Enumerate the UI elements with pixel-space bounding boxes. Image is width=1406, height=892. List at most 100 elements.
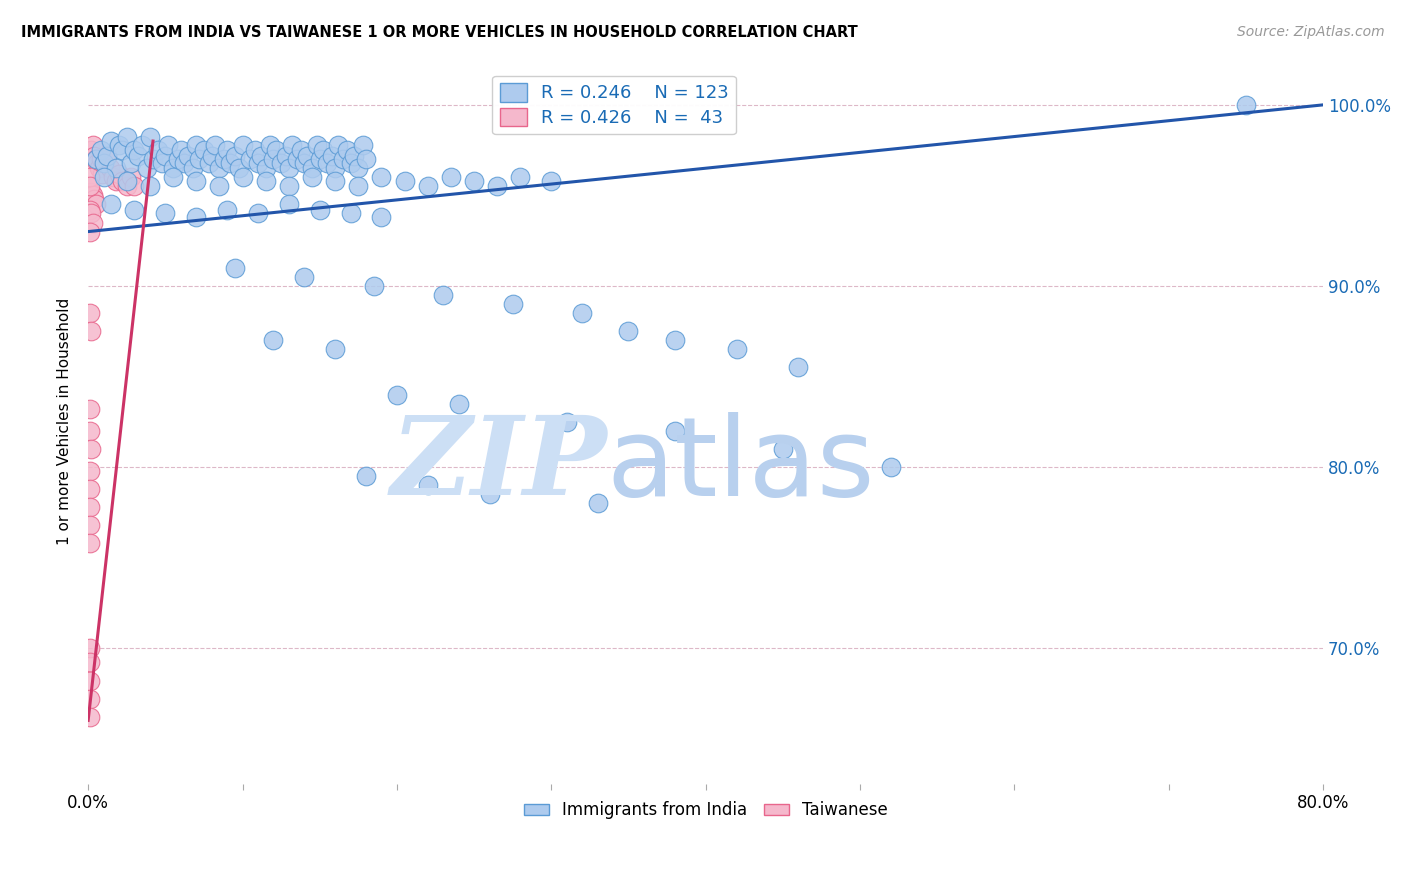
Point xyxy=(246,155,269,169)
Point xyxy=(664,424,686,438)
Point xyxy=(115,174,138,188)
Point xyxy=(120,155,142,169)
Point xyxy=(370,170,392,185)
Point xyxy=(82,137,104,152)
Point xyxy=(100,134,122,148)
Point xyxy=(486,179,509,194)
Point xyxy=(193,143,215,157)
Point xyxy=(84,152,107,166)
Point xyxy=(262,152,284,166)
Point xyxy=(224,148,246,162)
Point xyxy=(79,640,101,655)
Point xyxy=(186,137,208,152)
Point xyxy=(328,137,350,152)
Point xyxy=(79,464,101,478)
Point xyxy=(321,148,343,162)
Point xyxy=(87,161,110,176)
Point xyxy=(79,170,101,185)
Point xyxy=(86,155,108,169)
Point xyxy=(79,424,101,438)
Legend: Immigrants from India, Taiwanese: Immigrants from India, Taiwanese xyxy=(517,795,894,826)
Point xyxy=(139,130,162,145)
Point xyxy=(93,170,115,185)
Point xyxy=(277,179,299,194)
Point xyxy=(79,656,101,670)
Point xyxy=(177,148,200,162)
Point xyxy=(80,185,103,199)
Point xyxy=(772,442,794,456)
Point xyxy=(308,152,330,166)
Point xyxy=(239,152,262,166)
Point xyxy=(197,155,219,169)
Point xyxy=(217,143,239,157)
Point xyxy=(124,179,146,194)
Point xyxy=(79,225,101,239)
Point xyxy=(79,202,101,217)
Point xyxy=(231,137,253,152)
Point xyxy=(157,137,180,152)
Point xyxy=(80,442,103,456)
Point xyxy=(323,343,346,357)
Y-axis label: 1 or more Vehicles in Household: 1 or more Vehicles in Household xyxy=(58,298,72,545)
Point xyxy=(323,174,346,188)
Point xyxy=(332,152,354,166)
Point xyxy=(155,148,177,162)
Point xyxy=(308,202,330,217)
Point xyxy=(115,130,138,145)
Point xyxy=(104,174,127,188)
Point xyxy=(111,174,134,188)
Point xyxy=(93,155,115,169)
Point xyxy=(555,415,578,429)
Point xyxy=(352,137,374,152)
Point xyxy=(463,174,485,188)
Point xyxy=(354,152,377,166)
Point xyxy=(115,179,138,194)
Point xyxy=(124,202,146,217)
Point xyxy=(617,324,640,338)
Point xyxy=(370,210,392,224)
Point xyxy=(155,206,177,220)
Text: ZIP: ZIP xyxy=(391,411,607,519)
Point xyxy=(292,269,315,284)
Point xyxy=(432,288,454,302)
Point xyxy=(509,170,531,185)
Point xyxy=(96,148,118,162)
Point xyxy=(880,459,903,474)
Point xyxy=(259,137,281,152)
Point xyxy=(108,137,131,152)
Point xyxy=(292,155,315,169)
Point xyxy=(166,152,188,166)
Point xyxy=(571,306,593,320)
Point xyxy=(139,179,162,194)
Point xyxy=(262,333,284,347)
Point xyxy=(277,161,299,176)
Point xyxy=(79,517,101,532)
Point xyxy=(84,152,107,166)
Point xyxy=(343,148,366,162)
Point xyxy=(270,155,292,169)
Point xyxy=(79,691,101,706)
Point xyxy=(80,143,103,157)
Point xyxy=(219,155,242,169)
Point xyxy=(725,343,748,357)
Point xyxy=(135,161,157,176)
Point xyxy=(98,161,121,176)
Point xyxy=(201,148,224,162)
Point xyxy=(277,197,299,211)
Point xyxy=(131,137,153,152)
Point xyxy=(173,155,195,169)
Point xyxy=(89,143,111,157)
Point xyxy=(394,174,416,188)
Point xyxy=(231,170,253,185)
Point xyxy=(150,155,173,169)
Point xyxy=(93,155,115,169)
Point xyxy=(246,206,269,220)
Point xyxy=(181,161,204,176)
Point xyxy=(142,152,165,166)
Point xyxy=(208,161,231,176)
Point xyxy=(79,179,101,194)
Point xyxy=(440,170,463,185)
Point xyxy=(162,170,184,185)
Point xyxy=(385,387,408,401)
Point xyxy=(101,170,124,185)
